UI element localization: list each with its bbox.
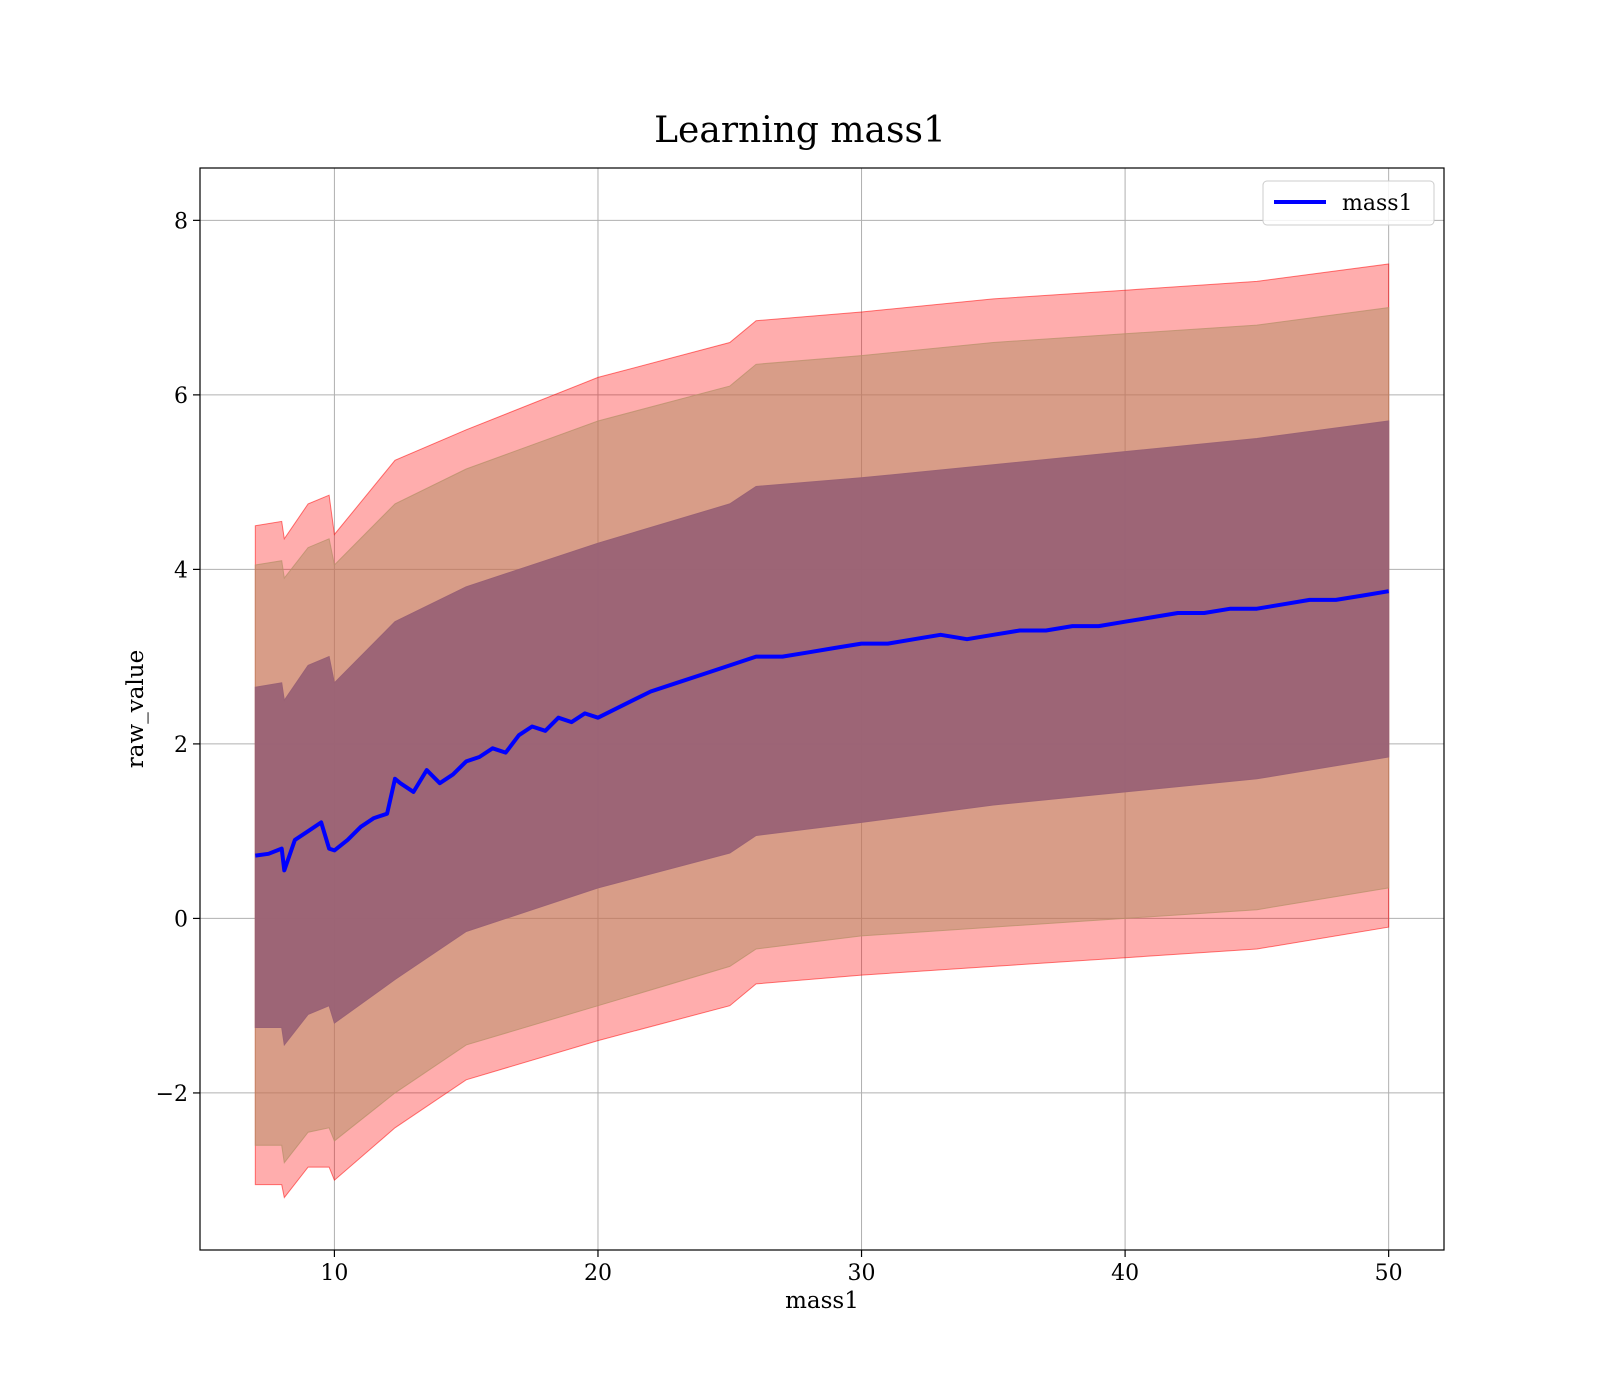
legend-box <box>1262 180 1435 226</box>
series-line-mass1 <box>255 589 1390 873</box>
plot-frame <box>199 167 1445 1251</box>
y-tick-label: 0 <box>174 907 188 932</box>
y-axis-ticks: −2 0 2 4 6 8 <box>156 209 200 1107</box>
x-axis-ticks: 10 20 30 40 50 <box>320 1250 1403 1286</box>
band-inner <box>254 420 1390 1047</box>
confidence-bands <box>254 263 1390 1199</box>
chart-title: Learning mass1 <box>654 110 946 151</box>
x-tick-label: 50 <box>1375 1261 1403 1286</box>
y-tick-label: 8 <box>174 209 188 234</box>
x-tick-label: 20 <box>584 1261 612 1286</box>
y-tick-label: 4 <box>174 558 188 583</box>
legend: mass1 <box>1262 180 1435 226</box>
y-tick-label: −2 <box>156 1082 188 1107</box>
y-tick-label: 6 <box>174 384 188 409</box>
x-tick-label: 30 <box>848 1261 876 1286</box>
x-tick-label: 10 <box>320 1261 348 1286</box>
series-lines <box>255 589 1390 873</box>
y-axis-label: raw_value <box>123 650 149 768</box>
legend-label: mass1 <box>1342 191 1413 216</box>
y-tick-label: 2 <box>174 733 188 758</box>
x-tick-label: 40 <box>1111 1261 1139 1286</box>
x-axis-label: mass1 <box>785 1288 859 1314</box>
